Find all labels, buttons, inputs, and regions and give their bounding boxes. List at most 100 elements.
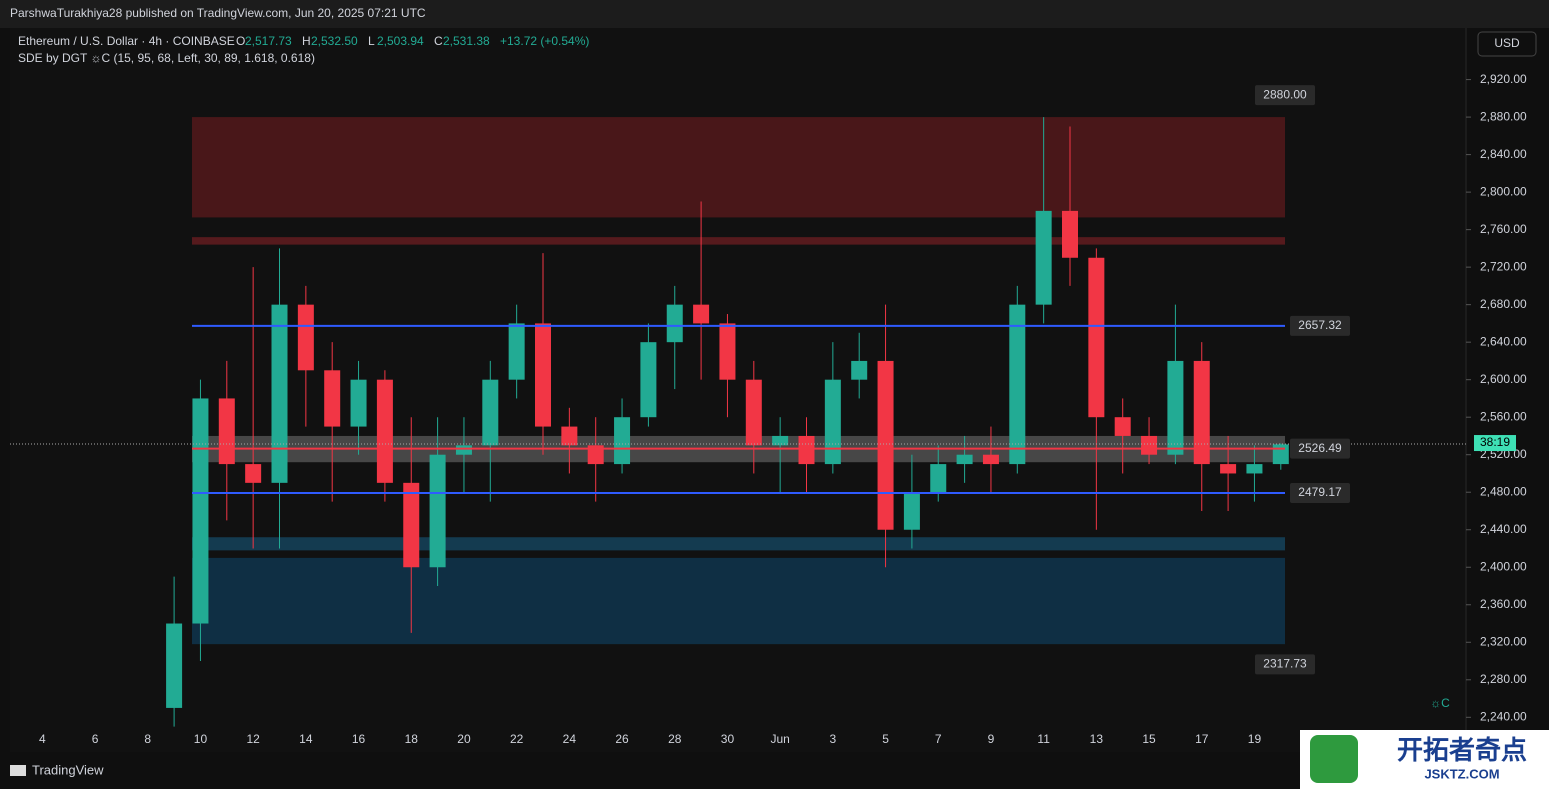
y-tick-label: 2,760.00 bbox=[1480, 222, 1527, 236]
ohlc-key: L bbox=[368, 34, 375, 48]
candle-body bbox=[666, 304, 683, 343]
y-tick-label: 2,880.00 bbox=[1480, 109, 1527, 123]
countdown-tag bbox=[1474, 435, 1516, 452]
ohlc-key: C bbox=[434, 34, 443, 48]
published: ParshwaTurakhiya28 published on TradingV… bbox=[10, 6, 426, 20]
y-tick-label: 2,680.00 bbox=[1480, 297, 1527, 311]
y-tick-label: 2,440.00 bbox=[1480, 522, 1527, 536]
watermark-site: JSKTZ.COM bbox=[1424, 766, 1499, 781]
x-tick-label: 24 bbox=[563, 732, 577, 746]
zone bbox=[192, 237, 1285, 245]
candle-body bbox=[455, 445, 472, 455]
candle-body bbox=[587, 445, 604, 465]
y-tick-label: 2,720.00 bbox=[1480, 259, 1527, 273]
y-tick-label: 2,400.00 bbox=[1480, 559, 1527, 573]
candle-body bbox=[245, 464, 262, 483]
price-tag bbox=[1290, 315, 1350, 336]
y-tick-label: 2,240.00 bbox=[1480, 709, 1527, 723]
watermark-logo bbox=[1310, 735, 1358, 783]
candle-body bbox=[218, 398, 235, 465]
zone bbox=[192, 117, 1285, 218]
watermark-title: 开拓者奇点 bbox=[1397, 735, 1527, 765]
candle-body bbox=[1272, 444, 1289, 465]
zone bbox=[192, 557, 1285, 645]
zone bbox=[192, 537, 1285, 551]
price-tag-label: 2317.73 bbox=[1263, 657, 1307, 671]
candle-body bbox=[824, 379, 841, 465]
ohlc-key: H bbox=[302, 34, 311, 48]
x-tick-label: 4 bbox=[39, 732, 46, 746]
candle-body bbox=[1009, 304, 1026, 465]
candle-body bbox=[482, 379, 499, 446]
x-tick-label: 9 bbox=[988, 732, 995, 746]
candle-body bbox=[1193, 360, 1210, 465]
candle-body bbox=[798, 435, 815, 465]
candle-body bbox=[271, 304, 288, 483]
price-tag-label: 2526.49 bbox=[1298, 441, 1342, 455]
indicator: SDE by DGT ☼C (15, 95, 68, Left, 30, 89,… bbox=[18, 51, 315, 65]
x-tick-label: 26 bbox=[615, 732, 629, 746]
x-tick-label: 12 bbox=[246, 732, 260, 746]
x-tick-label: 5 bbox=[882, 732, 889, 746]
brand: TradingView bbox=[32, 762, 104, 777]
candle-body bbox=[1062, 210, 1078, 258]
ohlc-key: O bbox=[236, 34, 245, 48]
ohlc-value: 2,503.94 bbox=[377, 34, 424, 48]
x-tick-label: 3 bbox=[830, 732, 837, 746]
y-tick-label: 2,840.00 bbox=[1480, 147, 1527, 161]
x-tick-label: 22 bbox=[510, 732, 524, 746]
price-tag bbox=[1255, 85, 1315, 106]
y-tick-label: 2,560.00 bbox=[1480, 409, 1527, 423]
candle-body bbox=[1035, 210, 1052, 305]
top-bar bbox=[0, 0, 1549, 28]
candle-body bbox=[535, 323, 551, 427]
y-tick-label: 2,320.00 bbox=[1480, 634, 1527, 648]
candle-body bbox=[166, 623, 183, 708]
candle-body bbox=[324, 370, 341, 427]
x-tick-label: 6 bbox=[92, 732, 99, 746]
candle-body bbox=[903, 492, 920, 530]
x-tick-label: 10 bbox=[194, 732, 208, 746]
candle-body bbox=[1167, 360, 1184, 455]
candle-body bbox=[1114, 417, 1131, 436]
candle-body bbox=[192, 398, 209, 624]
corner-mark: ☼C bbox=[1430, 696, 1450, 710]
x-tick-label: 20 bbox=[457, 732, 471, 746]
candle-body bbox=[561, 426, 578, 446]
symbol: Ethereum / U.S. Dollar · 4h · COINBASE bbox=[18, 34, 235, 48]
countdown: 38:19 bbox=[1480, 435, 1510, 449]
candle-body bbox=[956, 454, 973, 465]
x-tick-label: Jun bbox=[770, 732, 789, 746]
candle-body bbox=[1088, 257, 1105, 418]
y-tick-label: 2,920.00 bbox=[1480, 72, 1527, 86]
candle-body bbox=[693, 304, 710, 324]
x-tick-label: 13 bbox=[1090, 732, 1104, 746]
x-tick-label: 8 bbox=[144, 732, 151, 746]
candle-body bbox=[614, 417, 631, 465]
x-tick-label: 11 bbox=[1037, 732, 1050, 746]
currency[interactable]: USD bbox=[1494, 36, 1520, 50]
price-tag bbox=[1290, 438, 1350, 459]
candle-body bbox=[508, 323, 525, 380]
x-tick-label: 18 bbox=[405, 732, 419, 746]
candle-body bbox=[982, 454, 999, 465]
price-tag-label: 2479.17 bbox=[1298, 485, 1342, 499]
ohlc-value: 2,531.38 bbox=[443, 34, 490, 48]
change: +13.72 (+0.54%) bbox=[500, 34, 589, 48]
candle-body bbox=[745, 379, 762, 446]
currency-button[interactable] bbox=[1477, 31, 1537, 57]
candle-body bbox=[719, 323, 736, 380]
candle-body bbox=[930, 464, 947, 493]
x-tick-label: 14 bbox=[299, 732, 313, 746]
candle-body bbox=[429, 454, 446, 568]
price-tag-label: 2880.00 bbox=[1263, 87, 1307, 101]
candle-body bbox=[877, 360, 894, 530]
candle-body bbox=[851, 360, 868, 380]
y-tick-label: 2,640.00 bbox=[1480, 334, 1527, 348]
x-tick-label: 16 bbox=[352, 732, 366, 746]
price-tag bbox=[1255, 654, 1315, 675]
x-tick-label: 15 bbox=[1142, 732, 1156, 746]
y-tick-label: 2,280.00 bbox=[1480, 672, 1527, 686]
ohlc-value: 2,532.50 bbox=[311, 34, 358, 48]
